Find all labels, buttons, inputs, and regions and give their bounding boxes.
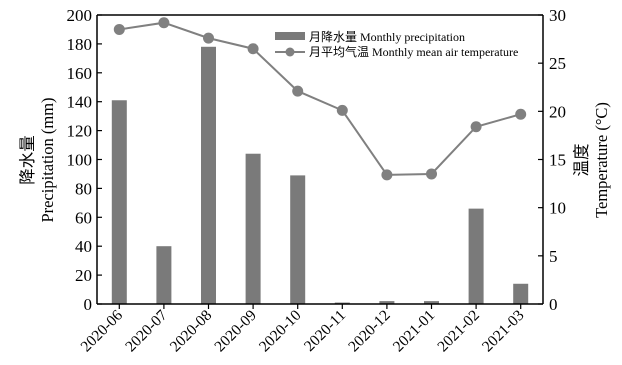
right-tick-label-25: 25 — [549, 54, 566, 73]
x-tick-label-2020-11: 2020-11 — [301, 307, 349, 355]
left-tick-label-120: 120 — [67, 122, 93, 141]
legend-temperature-marker — [285, 47, 295, 57]
x-tick-label-2021-03: 2021-03 — [479, 307, 528, 356]
left-tick-label-160: 160 — [67, 64, 93, 83]
right-tick-label-0: 0 — [549, 295, 558, 314]
x-tick-label-2020-09: 2020-09 — [211, 307, 260, 356]
precipitation-bar-2020-09 — [245, 153, 261, 304]
left-tick-label-180: 180 — [67, 35, 93, 54]
precipitation-bar-2020-07 — [156, 246, 172, 304]
left-tick-label-200: 200 — [67, 6, 93, 25]
right-axis-title: 温度 Temperature (°C) — [572, 102, 611, 218]
precipitation-bar-2020-06 — [111, 100, 127, 304]
right-y-ticks: 0 5 10 15 20 25 30 — [538, 6, 566, 314]
precipitation-bar-2020-10 — [290, 175, 306, 304]
precipitation-bar-2021-03 — [513, 283, 529, 304]
left-tick-label-80: 80 — [75, 179, 92, 198]
precipitation-bar-2021-01 — [424, 301, 439, 304]
x-tick-label-2020-12: 2020-12 — [345, 307, 394, 356]
right-tick-label-15: 15 — [549, 151, 566, 170]
temperature-point-2021-02 — [470, 121, 482, 133]
precipitation-bars — [111, 46, 529, 304]
left-y-ticks: 0 20 40 60 80 100 120 140 160 180 200 — [67, 6, 102, 314]
left-tick-label-60: 60 — [75, 208, 92, 227]
right-tick-label-5: 5 — [549, 247, 558, 266]
precipitation-bar-2020-12 — [379, 301, 395, 304]
left-tick-label-40: 40 — [75, 237, 92, 256]
temperature-point-2021-01 — [426, 168, 437, 180]
left-tick-label-100: 100 — [67, 151, 93, 170]
precipitation-bar-2021-02 — [468, 208, 484, 304]
x-tick-label-2020-08: 2020-08 — [167, 307, 216, 356]
temperature-point-2020-06 — [113, 23, 125, 35]
temperature-point-2020-07 — [158, 17, 170, 29]
legend-temperature-label: 月平均气温 Monthly mean air temperature — [309, 44, 518, 59]
temperature-point-2020-12 — [381, 169, 393, 181]
left-axis-label-chinese: 降水量 — [18, 135, 37, 185]
left-axis-label-english: Precipitation (mm) — [38, 97, 57, 222]
x-tick-label-2020-10: 2020-10 — [256, 307, 305, 356]
temperature-point-2020-11 — [336, 104, 348, 116]
left-axis-title: 降水量 Precipitation (mm) — [18, 97, 57, 222]
temperature-line — [119, 21, 521, 176]
temperature-line-series — [113, 17, 527, 181]
left-tick-label-140: 140 — [67, 93, 93, 112]
x-tick-label-2021-02: 2021-02 — [434, 307, 483, 356]
right-tick-label-20: 20 — [549, 102, 566, 121]
x-tick-label-2020-07: 2020-07 — [122, 307, 171, 356]
temperature-point-2020-08 — [203, 32, 214, 44]
left-tick-label-0: 0 — [84, 295, 93, 314]
legend-precipitation-label: 月降水量 Monthly precipitation — [309, 30, 465, 44]
left-tick-label-20: 20 — [75, 266, 92, 285]
temperature-point-2020-09 — [247, 43, 259, 55]
temperature-point-2020-10 — [292, 85, 304, 97]
right-tick-label-10: 10 — [549, 199, 566, 218]
right-tick-label-30: 30 — [549, 6, 566, 25]
precipitation-bar-2020-08 — [201, 46, 216, 304]
temperature-point-2021-03 — [515, 108, 527, 120]
x-ticks: 2020-062020-072020-082020-092020-102020-… — [78, 304, 528, 355]
x-tick-label-2021-01: 2021-01 — [390, 307, 439, 356]
legend: 月降水量 Monthly precipitation 月平均气温 Monthly… — [275, 30, 518, 59]
right-axis-label-chinese: 温度 — [572, 144, 591, 177]
legend-precipitation-swatch — [275, 32, 305, 40]
right-axis-label-english: Temperature (°C) — [592, 102, 611, 218]
